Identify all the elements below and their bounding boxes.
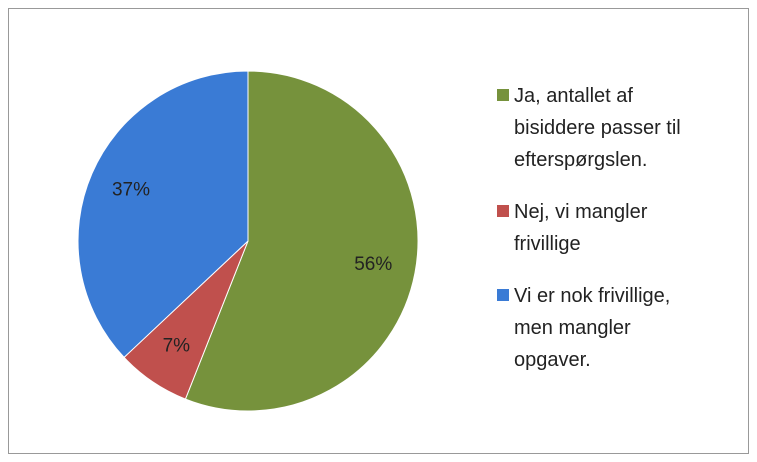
legend-label: Ja, antallet af bisiddere passer til eft… [514,85,681,171]
data-label: 37% [112,179,150,200]
legend-label: Nej, vi mangler frivillige [514,201,648,255]
legend-swatch [497,205,509,217]
data-label: 7% [163,335,191,356]
legend-item: Vi er nok frivillige, men mangler opgave… [497,280,727,376]
data-label: 56% [354,254,392,275]
legend-swatch [497,289,509,301]
chart-border [8,8,749,454]
legend-swatch [497,89,509,101]
pie-slice [77,70,249,359]
legend-item: Ja, antallet af bisiddere passer til eft… [497,80,727,176]
legend-item: Nej, vi mangler frivillige [497,196,727,260]
pie-slice [184,70,419,412]
legend: Ja, antallet af bisiddere passer til eft… [497,80,727,396]
legend-label: Vi er nok frivillige, men mangler opgave… [514,285,671,371]
